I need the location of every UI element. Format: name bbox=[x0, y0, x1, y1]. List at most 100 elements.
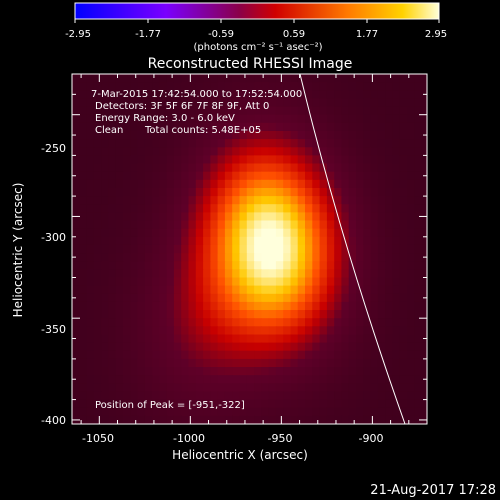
heatmap-cell bbox=[217, 90, 226, 100]
heatmap-cell bbox=[224, 399, 233, 409]
heatmap-cell bbox=[385, 196, 393, 205]
heatmap-cell bbox=[144, 147, 153, 157]
y-axis-label: Heliocentric Y (arcsec) bbox=[11, 183, 25, 318]
heatmap-cell bbox=[159, 106, 168, 116]
heatmap-cell bbox=[195, 334, 204, 344]
heatmap-cell bbox=[123, 204, 131, 213]
heatmap-cell bbox=[93, 383, 102, 393]
heatmap-cell bbox=[166, 171, 175, 181]
heatmap-cell bbox=[79, 220, 88, 230]
heatmap-cell bbox=[195, 310, 204, 319]
heatmap-cell bbox=[130, 147, 139, 157]
heatmap-cell bbox=[254, 147, 262, 157]
heatmap-cell bbox=[407, 301, 415, 311]
heatmap-cell bbox=[217, 285, 226, 295]
heatmap-cell bbox=[261, 131, 270, 140]
heatmap-cell bbox=[407, 310, 415, 319]
heatmap-cell bbox=[217, 301, 226, 311]
heatmap-cell bbox=[173, 277, 182, 287]
heatmap-cell bbox=[101, 326, 109, 336]
heatmap-cell bbox=[232, 407, 241, 417]
heatmap-cell bbox=[224, 131, 233, 140]
heatmap-cell bbox=[203, 188, 211, 197]
heatmap-cell bbox=[283, 196, 292, 205]
heatmap-cell bbox=[348, 269, 357, 279]
heatmap-cell bbox=[297, 318, 306, 327]
heatmap-cell bbox=[407, 155, 415, 165]
heatmap-cell bbox=[195, 367, 204, 376]
heatmap-cell bbox=[232, 350, 241, 360]
heatmap-cell bbox=[210, 285, 219, 295]
heatmap-cell bbox=[268, 375, 277, 384]
heatmap-cell bbox=[108, 285, 117, 295]
colorbar: -2.95 -1.77 -0.59 0.59 1.77 2.95 (photon… bbox=[65, 2, 447, 53]
heatmap-cell bbox=[370, 407, 379, 417]
heatmap-cell bbox=[166, 204, 175, 213]
heatmap-cell bbox=[166, 82, 175, 91]
heatmap-cell bbox=[152, 236, 160, 246]
heatmap-cell bbox=[173, 106, 182, 116]
heatmap-cell bbox=[144, 293, 153, 303]
heatmap-cell bbox=[246, 342, 255, 352]
heatmap-cell bbox=[268, 391, 277, 401]
heatmap-cell bbox=[377, 114, 386, 124]
heatmap-cell bbox=[123, 236, 131, 246]
heatmap-cell bbox=[341, 98, 350, 108]
heatmap-cell bbox=[166, 261, 175, 270]
heatmap-cell bbox=[341, 114, 350, 124]
heatmap-cell bbox=[348, 301, 357, 311]
heatmap-cell bbox=[370, 179, 379, 189]
heatmap-cell bbox=[392, 277, 401, 287]
heatmap-cell bbox=[326, 114, 335, 124]
heatmap-cell bbox=[261, 171, 270, 181]
heatmap-cell bbox=[363, 90, 372, 100]
heatmap-cell bbox=[407, 269, 415, 279]
heatmap-cell bbox=[370, 82, 379, 91]
heatmap-cell bbox=[144, 131, 153, 140]
heatmap-cell bbox=[159, 415, 168, 424]
heatmap-cell bbox=[217, 131, 226, 140]
heatmap-cell bbox=[283, 244, 292, 254]
heatmap-cell bbox=[239, 367, 248, 376]
heatmap-cell bbox=[246, 253, 255, 262]
heatmap-cell bbox=[334, 318, 343, 327]
heatmap-cell bbox=[232, 147, 241, 157]
heatmap-cell bbox=[195, 196, 204, 205]
heatmap-cell bbox=[356, 122, 364, 132]
heatmap-cell bbox=[414, 147, 423, 157]
heatmap-cell bbox=[130, 334, 139, 344]
heatmap-cell bbox=[312, 326, 321, 336]
heatmap-cell bbox=[385, 407, 393, 417]
heatmap-cell bbox=[334, 310, 343, 319]
heatmap-cell bbox=[232, 399, 241, 409]
heatmap-cell bbox=[123, 415, 131, 424]
heatmap-cell bbox=[101, 342, 109, 352]
heatmap-cell bbox=[159, 277, 168, 287]
heatmap-cell bbox=[188, 204, 197, 213]
heatmap-cell bbox=[115, 342, 124, 352]
heatmap-cell bbox=[217, 196, 226, 205]
heatmap-cell bbox=[334, 269, 343, 279]
heatmap-cell bbox=[348, 171, 357, 181]
heatmap-cell bbox=[407, 147, 415, 157]
heatmap-cell bbox=[181, 139, 190, 148]
heatmap-cell bbox=[137, 114, 146, 124]
heatmap-cell bbox=[144, 261, 153, 270]
heatmap-cell bbox=[363, 196, 372, 205]
heatmap-cell bbox=[130, 98, 139, 108]
heatmap-cell bbox=[173, 204, 182, 213]
heatmap-cell bbox=[152, 407, 160, 417]
peak-position-text: Position of Peak = [-951,-322] bbox=[95, 400, 245, 411]
heatmap-cell bbox=[210, 342, 219, 352]
heatmap-cell bbox=[188, 269, 197, 279]
heatmap-cell bbox=[181, 367, 190, 376]
heatmap-cell bbox=[93, 114, 102, 124]
heatmap-cell bbox=[305, 179, 313, 189]
heatmap-cell bbox=[115, 236, 124, 246]
heatmap-cell bbox=[348, 367, 357, 376]
heatmap-cell bbox=[254, 171, 262, 181]
heatmap-cell bbox=[159, 155, 168, 165]
heatmap-cell bbox=[363, 350, 372, 360]
heatmap-cell bbox=[377, 74, 386, 83]
heatmap-cell bbox=[363, 139, 372, 148]
